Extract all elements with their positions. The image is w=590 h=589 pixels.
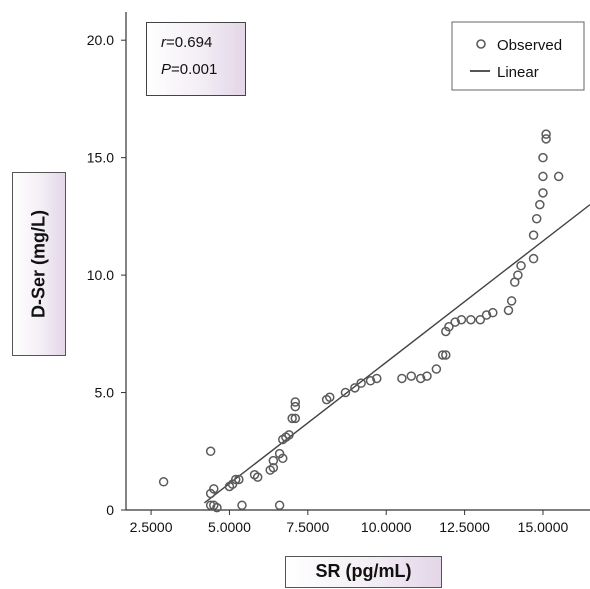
observed-point — [205, 446, 216, 457]
legend-frame — [451, 21, 585, 91]
observed-point — [287, 413, 297, 424]
observed-point — [340, 387, 351, 398]
x-tick-label: 7.5000 — [286, 519, 329, 535]
x-axis-label-box: SR (pg/mL) — [285, 556, 442, 588]
observed-point — [481, 310, 492, 320]
observed-point — [516, 260, 526, 271]
observed-point — [290, 413, 301, 424]
observed-point — [541, 134, 551, 144]
observed-point — [205, 500, 216, 511]
observed-point — [488, 307, 498, 318]
observed-point — [274, 500, 285, 511]
observed-point — [365, 376, 376, 386]
observed-point — [212, 502, 222, 513]
observed-point — [456, 314, 467, 325]
axes — [125, 12, 590, 511]
x-tick-label: 2.5000 — [130, 519, 173, 535]
observed-point — [450, 317, 460, 327]
linear-fit — [203, 204, 590, 504]
observed-point — [538, 171, 548, 182]
observed-point — [538, 152, 548, 163]
observed-point — [415, 373, 426, 384]
x-tick-label: 5.0000 — [208, 519, 251, 535]
observed-point — [356, 378, 366, 388]
observed-point — [538, 188, 548, 198]
observed-point — [372, 373, 382, 384]
observed-point — [325, 392, 335, 402]
observed-point — [444, 322, 454, 332]
correlation-annotation: r=0.694 P=0.001 — [146, 22, 246, 96]
x-tick-label: 15.0000 — [518, 519, 569, 535]
observed-point — [506, 296, 517, 306]
x-tick-labels: 2.5000 5.0000 7.5000 10.0000 12.5000 15.0000 — [130, 519, 569, 535]
y-tick-labels: 0 5.0 10.0 15.0 20.0 — [87, 32, 114, 518]
observed-point — [252, 472, 263, 482]
observed-point — [531, 213, 542, 224]
y-axis-label: D-Ser (mg/L) — [28, 210, 49, 318]
observed-point — [437, 350, 448, 360]
observed-point — [528, 253, 539, 264]
observed-point — [513, 270, 523, 280]
observed-point — [227, 479, 238, 489]
observed-point — [350, 383, 360, 393]
observed-point — [528, 230, 539, 240]
observed-point — [230, 474, 241, 485]
observed-points — [158, 129, 564, 513]
observed-point — [290, 401, 301, 412]
observed-point — [205, 488, 216, 499]
observed-point — [278, 453, 288, 464]
observed-point — [466, 314, 476, 325]
observed-point — [237, 500, 247, 511]
observed-point — [268, 455, 279, 466]
observed-point — [290, 397, 301, 407]
observed-point — [441, 350, 451, 360]
y-tick-label: 0 — [106, 502, 114, 518]
y-tick-label: 15.0 — [87, 150, 114, 166]
legend: Observed Linear — [451, 21, 585, 91]
tick-marks — [121, 39, 544, 515]
x-tick-label: 12.5000 — [439, 519, 490, 535]
observed-point — [406, 371, 417, 381]
observed-point — [234, 474, 244, 485]
observed-point — [553, 171, 564, 182]
observed-point — [158, 477, 169, 487]
observed-point — [503, 305, 514, 316]
observed-point — [284, 430, 294, 440]
linear-fit-line — [203, 204, 590, 504]
legend-observed-marker — [476, 39, 486, 49]
observed-point — [397, 373, 407, 384]
y-tick-label: 10.0 — [87, 267, 114, 283]
legend-observed-label: Observed — [497, 37, 562, 54]
observed-point — [422, 371, 432, 381]
p-value: P=0.001 — [161, 61, 218, 78]
y-axis-label-box: D-Ser (mg/L) — [12, 172, 66, 356]
observed-point — [431, 364, 442, 374]
observed-point — [274, 448, 285, 459]
observed-point — [268, 462, 279, 473]
observed-point — [475, 314, 486, 325]
y-tick-label: 20.0 — [87, 32, 114, 48]
observed-point — [441, 326, 451, 337]
legend-linear-label: Linear — [497, 64, 539, 81]
x-axis-label: SR (pg/mL) — [315, 561, 412, 581]
r-value: r=0.694 — [161, 34, 213, 51]
x-tick-label: 10.0000 — [361, 519, 412, 535]
observed-point — [209, 484, 219, 494]
observed-point — [535, 199, 545, 210]
y-tick-label: 5.0 — [95, 385, 115, 401]
observed-point — [541, 129, 551, 139]
